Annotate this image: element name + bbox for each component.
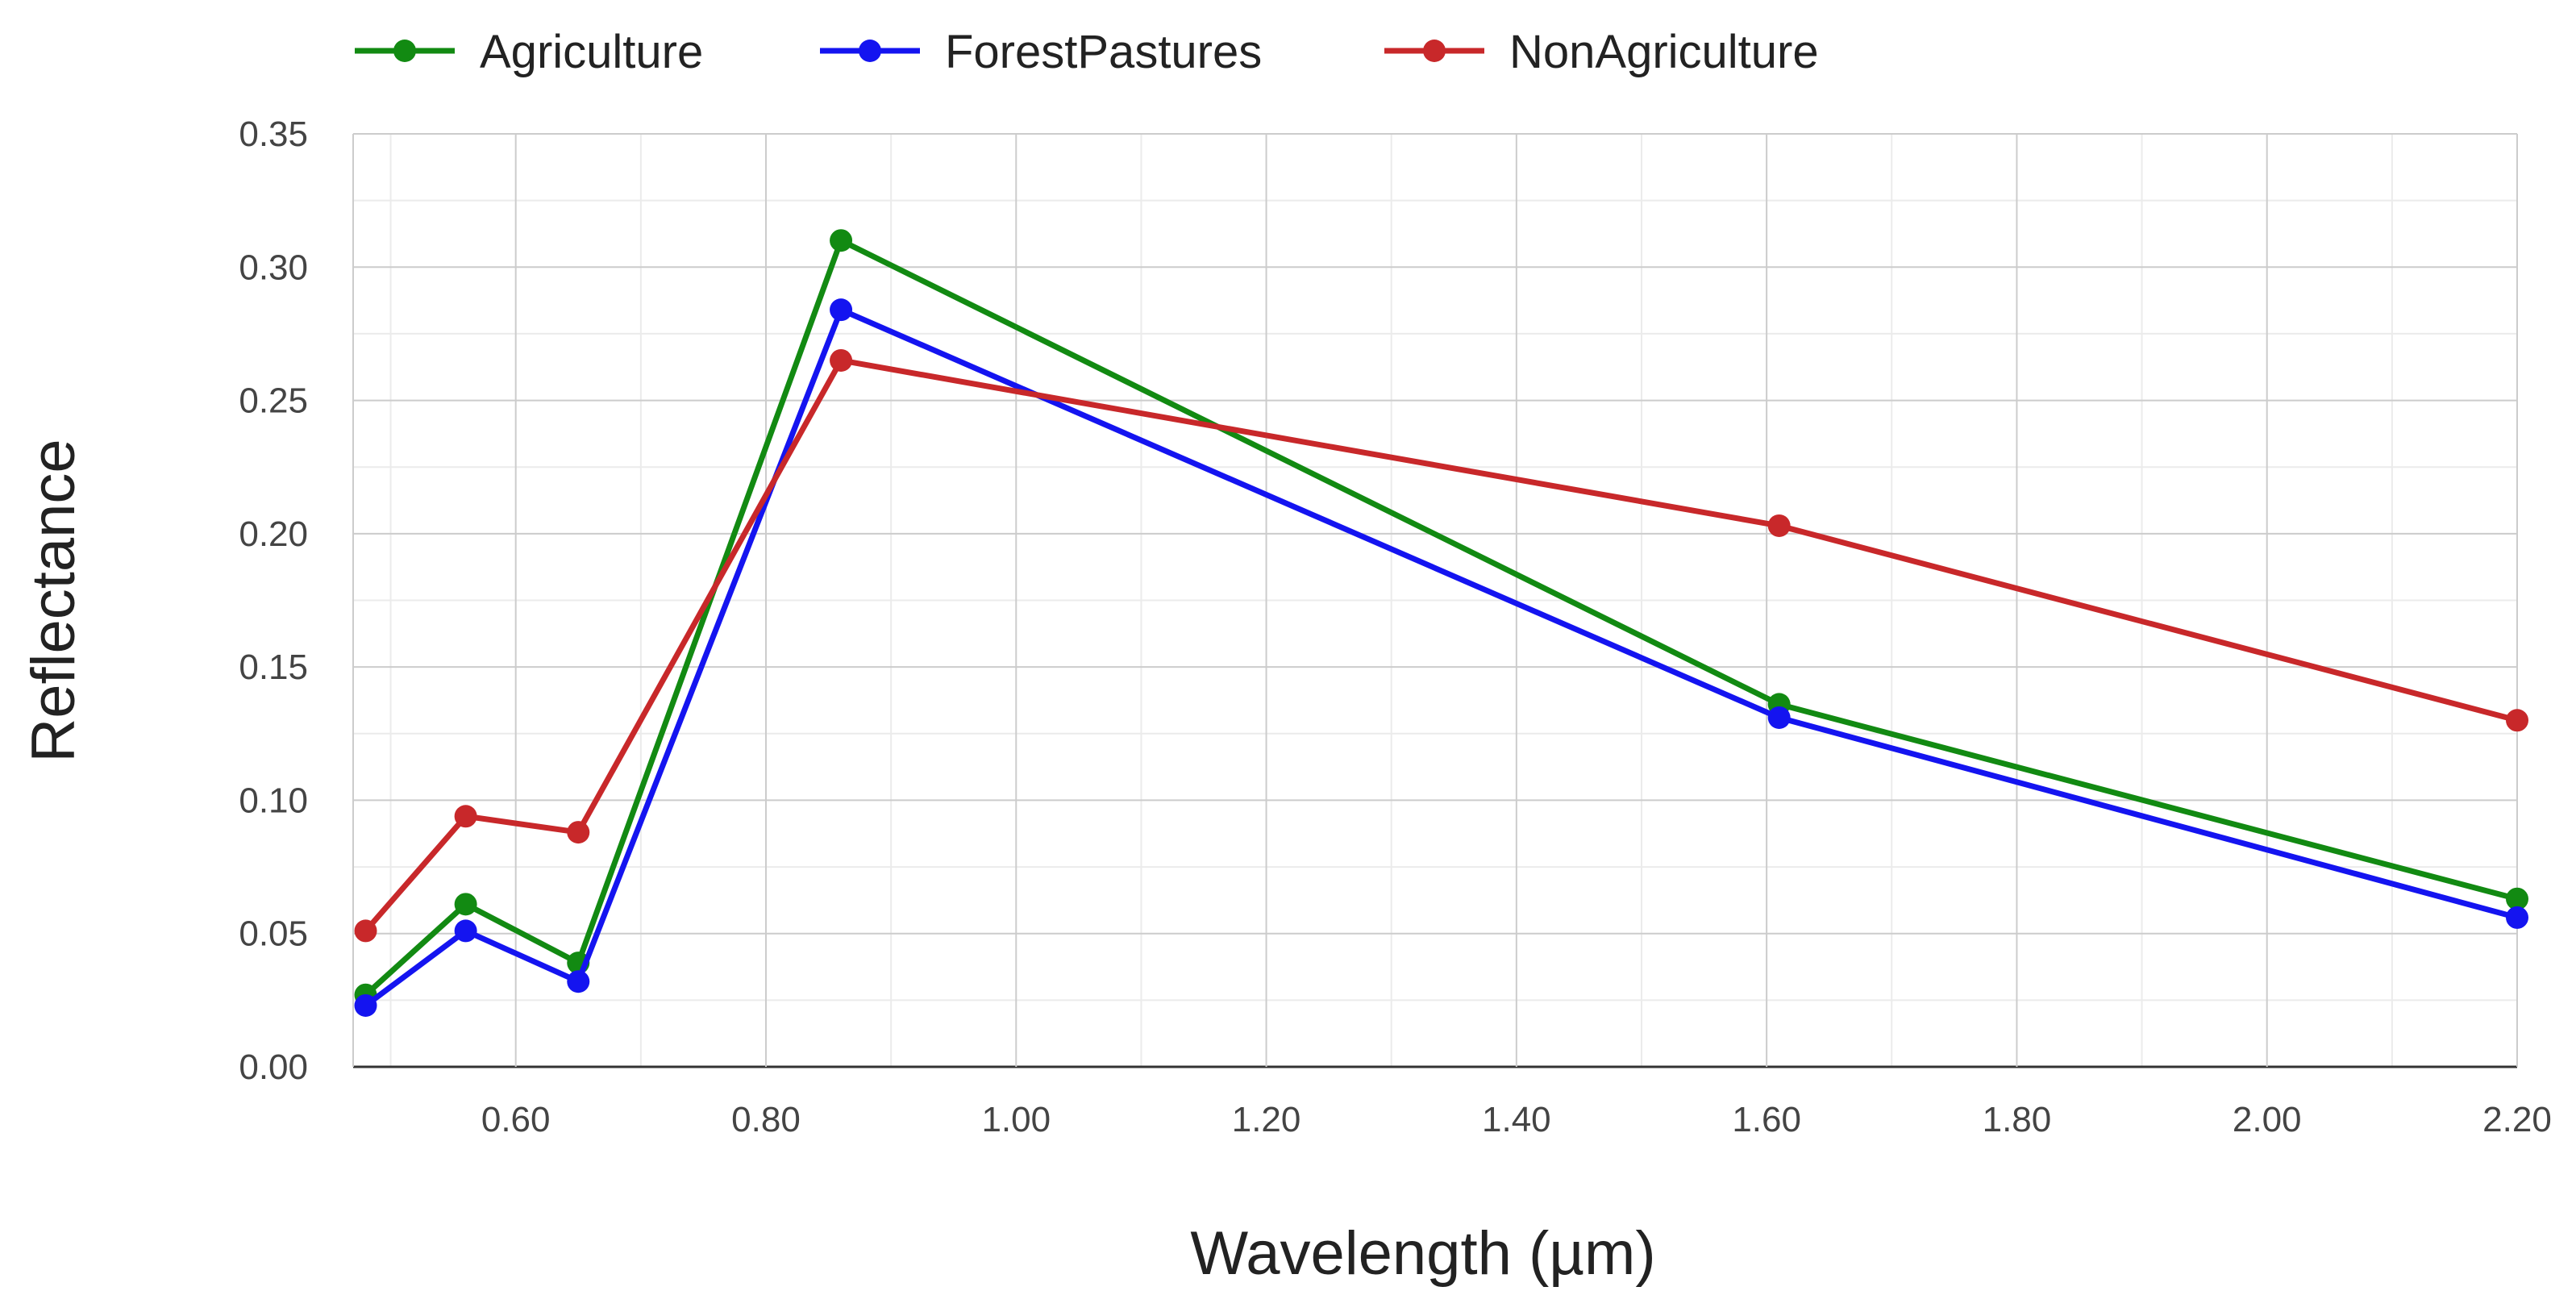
data-point-agriculture[interactable] bbox=[830, 229, 853, 252]
y-tick-label: 0.20 bbox=[239, 514, 308, 554]
data-point-nonagriculture[interactable] bbox=[2506, 709, 2528, 732]
y-tick-label: 0.00 bbox=[239, 1047, 308, 1087]
data-point-agriculture[interactable] bbox=[2506, 887, 2528, 910]
data-point-nonagriculture[interactable] bbox=[454, 805, 477, 828]
legend-item-forestpastures[interactable]: ForestPastures bbox=[820, 26, 1262, 78]
data-point-forestpastures[interactable] bbox=[354, 993, 377, 1017]
gridlines bbox=[352, 133, 2518, 1068]
y-tick-label: 0.15 bbox=[239, 648, 308, 687]
legend-marker-forestpastures bbox=[859, 40, 881, 62]
data-point-forestpastures[interactable] bbox=[567, 970, 590, 993]
series-line-nonagriculture bbox=[363, 357, 2518, 933]
legend: Agriculture ForestPastures NonAgriculture bbox=[355, 26, 1819, 78]
legend-label-forestpastures: ForestPastures bbox=[945, 26, 1262, 78]
x-tick-label: 1.60 bbox=[1732, 1100, 1801, 1139]
series-forestpastures bbox=[354, 298, 2528, 1017]
legend-label-agriculture: Agriculture bbox=[480, 26, 703, 78]
x-tick-label: 1.80 bbox=[1983, 1100, 2052, 1139]
x-tick-label: 0.80 bbox=[731, 1100, 801, 1139]
x-axis-title: Wavelength (µm) bbox=[1190, 1219, 1655, 1288]
x-tick-label: 2.20 bbox=[2482, 1100, 2552, 1139]
y-tick-label: 0.35 bbox=[239, 115, 308, 154]
legend-label-nonagriculture: NonAgriculture bbox=[1509, 26, 1819, 78]
data-point-forestpastures[interactable] bbox=[830, 298, 853, 322]
y-tick-label: 0.10 bbox=[239, 781, 308, 820]
data-point-forestpastures[interactable] bbox=[454, 919, 477, 943]
y-tick-label: 0.25 bbox=[239, 381, 308, 421]
y-axis-tick-labels: 0.00 0.05 0.10 0.15 0.20 0.25 0.30 0.35 bbox=[239, 115, 308, 1087]
data-point-nonagriculture[interactable] bbox=[830, 348, 853, 372]
y-axis-title: Reflectance bbox=[19, 439, 88, 762]
legend-marker-agriculture bbox=[393, 40, 416, 62]
data-point-nonagriculture[interactable] bbox=[1767, 514, 1791, 537]
x-tick-label: 0.60 bbox=[481, 1100, 551, 1139]
data-point-nonagriculture[interactable] bbox=[567, 821, 590, 844]
series-layer bbox=[354, 229, 2528, 1017]
data-point-forestpastures[interactable] bbox=[2506, 906, 2528, 929]
data-point-agriculture[interactable] bbox=[454, 893, 477, 916]
x-axis-tick-labels: 0.60 0.80 1.00 1.20 1.40 1.60 1.80 2.00 2.20 bbox=[481, 1100, 2552, 1139]
data-point-nonagriculture[interactable] bbox=[354, 919, 377, 943]
legend-marker-nonagriculture bbox=[1423, 40, 1446, 62]
x-tick-label: 1.20 bbox=[1232, 1100, 1301, 1139]
series-line-forestpastures bbox=[364, 306, 2518, 1008]
legend-item-agriculture[interactable]: Agriculture bbox=[355, 26, 703, 78]
x-tick-label: 2.00 bbox=[2233, 1100, 2302, 1139]
legend-item-nonagriculture[interactable]: NonAgriculture bbox=[1384, 26, 1819, 78]
y-tick-label: 0.30 bbox=[239, 248, 308, 287]
y-tick-label: 0.05 bbox=[239, 914, 308, 954]
x-tick-label: 1.00 bbox=[981, 1100, 1051, 1139]
data-point-forestpastures[interactable] bbox=[1767, 706, 1791, 729]
series-nonagriculture bbox=[354, 348, 2528, 943]
x-tick-label: 1.40 bbox=[1482, 1100, 1551, 1139]
